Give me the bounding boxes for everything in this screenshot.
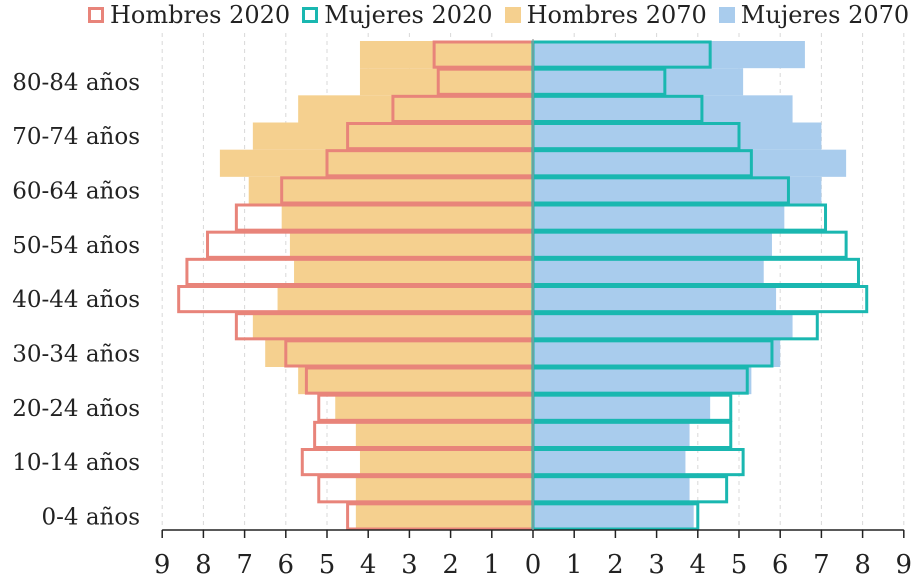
x-tick-label: 1 xyxy=(566,550,583,580)
bar-hombres-2070 xyxy=(294,258,533,286)
legend-swatch-hombres-2070 xyxy=(504,7,521,23)
bar-mujeres-2070 xyxy=(533,475,690,503)
bar-mujeres-2070 xyxy=(533,285,777,313)
bar-hombres-2070 xyxy=(298,367,533,395)
y-tick-label: 30-34 años xyxy=(12,341,140,367)
bar-hombres-2070 xyxy=(219,149,533,177)
legend-item-mujeres-2020: Mujeres 2020 xyxy=(302,1,493,29)
bar-hombres-2070 xyxy=(359,68,533,96)
legend-label-hombres-2070: Hombres 2070 xyxy=(526,1,707,29)
y-tick-label: 60-64 años xyxy=(12,178,140,204)
legend-label-hombres-2020: Hombres 2020 xyxy=(110,1,291,29)
y-tick-label: 40-44 años xyxy=(12,287,140,313)
x-tick-label: 2 xyxy=(442,550,459,580)
bar-hombres-2070 xyxy=(252,312,533,340)
bar-hombres-2070 xyxy=(277,285,533,313)
bar-hombres-2070 xyxy=(248,176,533,204)
legend-label-mujeres-2020: Mujeres 2020 xyxy=(324,1,493,29)
x-tick-label: 1 xyxy=(484,550,501,580)
bar-hombres-2070 xyxy=(252,122,533,150)
bar-mujeres-2070 xyxy=(533,367,752,395)
bar-hombres-2070 xyxy=(281,204,533,232)
y-tick-label: 10-14 años xyxy=(12,450,140,476)
x-tick-label: 5 xyxy=(319,550,336,580)
bar-hombres-2070 xyxy=(289,231,533,259)
bar-hombres-2070 xyxy=(265,339,533,367)
x-tick-label: 4 xyxy=(690,550,707,580)
y-tick-label: 50-54 años xyxy=(12,233,140,259)
bar-mujeres-2070 xyxy=(533,312,793,340)
x-tick-label: 8 xyxy=(854,550,871,580)
x-tick-label: 3 xyxy=(401,550,418,580)
x-tick-label: 8 xyxy=(195,550,212,580)
bar-mujeres-2070 xyxy=(533,231,772,259)
x-tick-label: 6 xyxy=(772,550,789,580)
x-tick-label: 9 xyxy=(896,550,913,580)
y-tick-label: 80-84 años xyxy=(12,70,140,96)
bar-mujeres-2070 xyxy=(533,68,744,96)
bar-hombres-2070 xyxy=(359,448,533,476)
legend-swatch-mujeres-2020 xyxy=(302,7,319,23)
bar-hombres-2070 xyxy=(298,95,533,123)
bar-mujeres-2070 xyxy=(533,258,764,286)
legend-item-hombres-2020: Hombres 2020 xyxy=(88,1,290,29)
bar-mujeres-2070 xyxy=(533,421,690,449)
chart-legend: Hombres 2020 Mujeres 2020 Hombres 2070 M… xyxy=(88,0,909,30)
y-tick-label: 20-24 años xyxy=(12,396,140,422)
bar-hombres-2070 xyxy=(359,41,533,69)
y-tick-label: 0-4 años xyxy=(41,504,140,530)
x-tick-label: 7 xyxy=(236,550,253,580)
bar-mujeres-2070 xyxy=(533,41,805,69)
bar-hombres-2070 xyxy=(355,475,533,503)
x-tick-label: 2 xyxy=(607,550,624,580)
bar-mujeres-2070 xyxy=(533,394,711,422)
y-axis-labels: 0-4 años 10-14 años 20-24 años 30-34 años 40… xyxy=(12,70,140,531)
bar-mujeres-2070 xyxy=(533,176,822,204)
bar-hombres-2070 xyxy=(335,394,533,422)
x-tick-label: 9 xyxy=(154,550,171,580)
x-tick-label: 0 xyxy=(525,550,542,580)
legend-label-mujeres-2070: Mujeres 2070 xyxy=(740,1,910,29)
bars-2070 xyxy=(219,41,847,530)
bar-mujeres-2070 xyxy=(533,339,781,367)
legend-item-hombres-2070: Hombres 2070 xyxy=(504,1,707,29)
x-tick-label: 4 xyxy=(360,550,377,580)
legend-swatch-mujeres-2070 xyxy=(718,7,735,23)
y-tick-label: 70-74 años xyxy=(12,124,140,150)
x-tick-label: 3 xyxy=(648,550,665,580)
bar-mujeres-2070 xyxy=(533,122,822,150)
x-tick-label: 6 xyxy=(278,550,295,580)
bar-mujeres-2070 xyxy=(533,204,785,232)
x-tick-label: 7 xyxy=(813,550,830,580)
bar-hombres-2070 xyxy=(355,502,533,530)
bar-mujeres-2070 xyxy=(533,502,694,530)
bar-mujeres-2070 xyxy=(533,95,793,123)
bar-hombres-2070 xyxy=(355,421,533,449)
x-tick-label: 5 xyxy=(731,550,748,580)
legend-item-mujeres-2070: Mujeres 2070 xyxy=(718,1,910,29)
bar-mujeres-2070 xyxy=(533,149,847,177)
bar-mujeres-2070 xyxy=(533,448,686,476)
legend-swatch-hombres-2020 xyxy=(88,7,104,23)
